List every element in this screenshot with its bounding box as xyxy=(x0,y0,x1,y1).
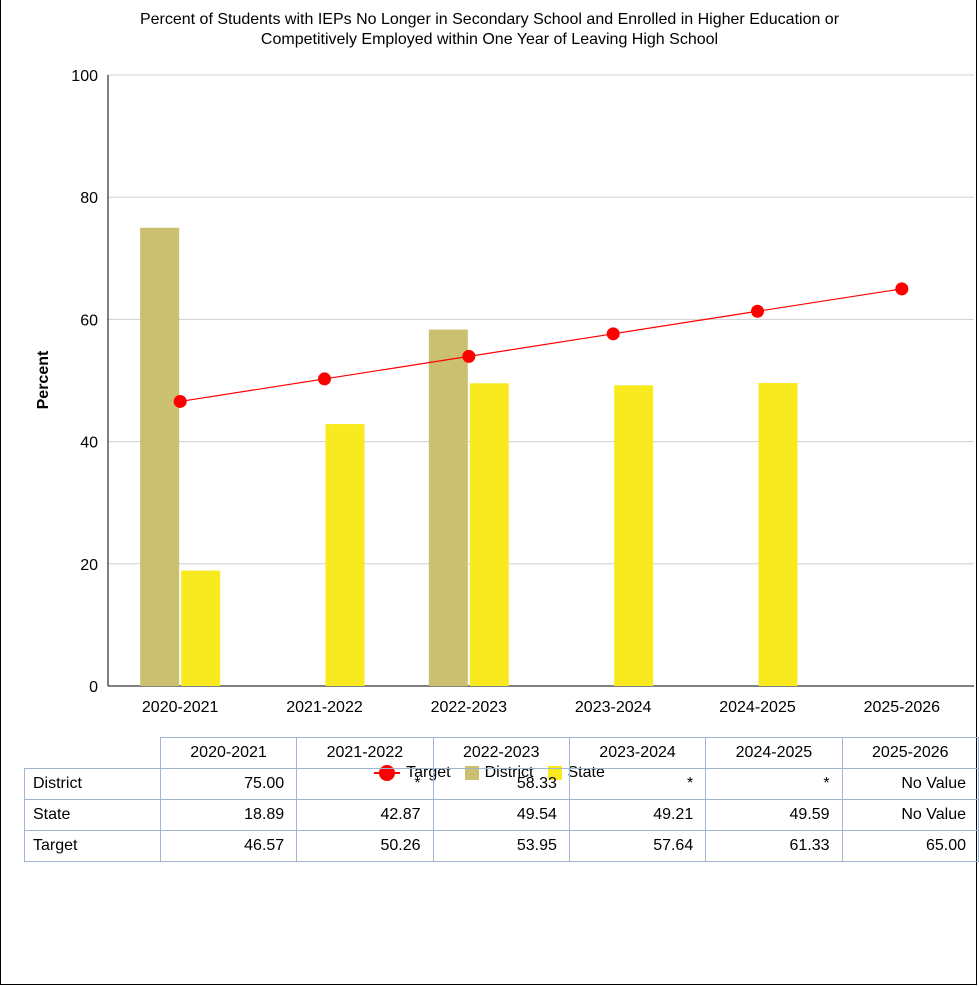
table-cell: 57.64 xyxy=(568,830,707,862)
table-cell: 50.26 xyxy=(296,830,434,862)
table-row-state: State 18.89 42.87 49.54 49.21 49.59 No V… xyxy=(24,799,979,831)
table-header-cell: 2020-2021 xyxy=(159,737,298,769)
table-row-label: Target xyxy=(24,830,161,862)
y-axis-label: Percent xyxy=(35,350,52,409)
y-tick-label: 20 xyxy=(80,557,98,574)
table-cell: 46.57 xyxy=(159,830,298,862)
bar-state xyxy=(469,383,509,686)
chart-title-line-1: Percent of Students with IEPs No Longer … xyxy=(139,11,840,28)
table-cell: 49.54 xyxy=(432,799,570,831)
x-tick-labels: 2020-2021 2021-2022 2022-2023 2023-2024 2024… xyxy=(142,699,940,716)
table-cell: 53.95 xyxy=(432,830,570,862)
table-row-district: District 75.00 * 58.33 * * No Value xyxy=(24,768,979,800)
bars xyxy=(140,227,798,686)
table-row-label: District xyxy=(24,768,161,800)
x-tick-label: 2024-2025 xyxy=(719,699,796,716)
target-point xyxy=(751,304,764,318)
table-cell: No Value xyxy=(841,799,979,831)
table-header-cell: 2022-2023 xyxy=(432,737,570,769)
x-tick-label: 2022-2023 xyxy=(431,699,508,716)
y-tick-labels: 0 20 40 60 80 100 xyxy=(71,68,98,696)
table-cell: * xyxy=(296,768,434,800)
table-header-cell: 2025-2026 xyxy=(841,737,979,769)
target-point xyxy=(462,349,476,363)
chart-title-line-2: Competitively Employed within One Year o… xyxy=(260,31,719,48)
y-tick-label: 40 xyxy=(80,435,98,452)
table-cell: * xyxy=(705,768,843,800)
target-point xyxy=(173,394,187,408)
x-tick-label: 2025-2026 xyxy=(864,699,941,716)
y-tick-label: 80 xyxy=(80,190,98,207)
bar-district xyxy=(140,227,180,686)
chart-title: Percent of Students with IEPs No Longer … xyxy=(0,10,979,50)
gridlines xyxy=(107,74,974,687)
table-cell: 18.89 xyxy=(159,799,298,831)
table-header-cell: 2021-2022 xyxy=(296,737,434,769)
data-table: 2020-2021 2021-2022 2022-2023 2023-2024 … xyxy=(24,737,979,862)
x-tick-label: 2021-2022 xyxy=(286,699,363,716)
y-tick-label: 100 xyxy=(71,68,98,85)
table-cell: 61.33 xyxy=(705,830,843,862)
table-header-cell: 2024-2025 xyxy=(705,737,843,769)
x-tick-label: 2020-2021 xyxy=(142,699,219,716)
y-tick-label: 60 xyxy=(80,312,98,329)
table-cell: 49.59 xyxy=(705,799,843,831)
table-cell: * xyxy=(568,768,707,800)
table-row-label: State xyxy=(24,799,161,831)
target-point xyxy=(606,327,620,341)
bar-state xyxy=(758,383,798,686)
target-point xyxy=(895,282,909,296)
table-header-row: 2020-2021 2021-2022 2022-2023 2023-2024 … xyxy=(24,737,979,769)
x-tick-label: 2023-2024 xyxy=(575,699,652,716)
bar-district xyxy=(428,329,468,686)
y-tick-label: 0 xyxy=(89,679,98,696)
table-cell: 58.33 xyxy=(432,768,570,800)
table-row-target: Target 46.57 50.26 53.95 57.64 61.33 65.… xyxy=(24,830,979,862)
table-cell: 75.00 xyxy=(159,768,298,800)
bar-state xyxy=(325,424,365,686)
bar-state xyxy=(181,570,221,686)
target-series xyxy=(173,282,909,408)
table-cell: 42.87 xyxy=(296,799,434,831)
table-cell: No Value xyxy=(841,768,979,800)
table-cell: 65.00 xyxy=(841,830,979,862)
target-point xyxy=(318,372,331,386)
table-corner xyxy=(24,737,161,769)
table-cell: 49.21 xyxy=(568,799,707,831)
bar-state xyxy=(614,385,654,686)
table-header-cell: 2023-2024 xyxy=(568,737,707,769)
target-line xyxy=(180,288,902,403)
